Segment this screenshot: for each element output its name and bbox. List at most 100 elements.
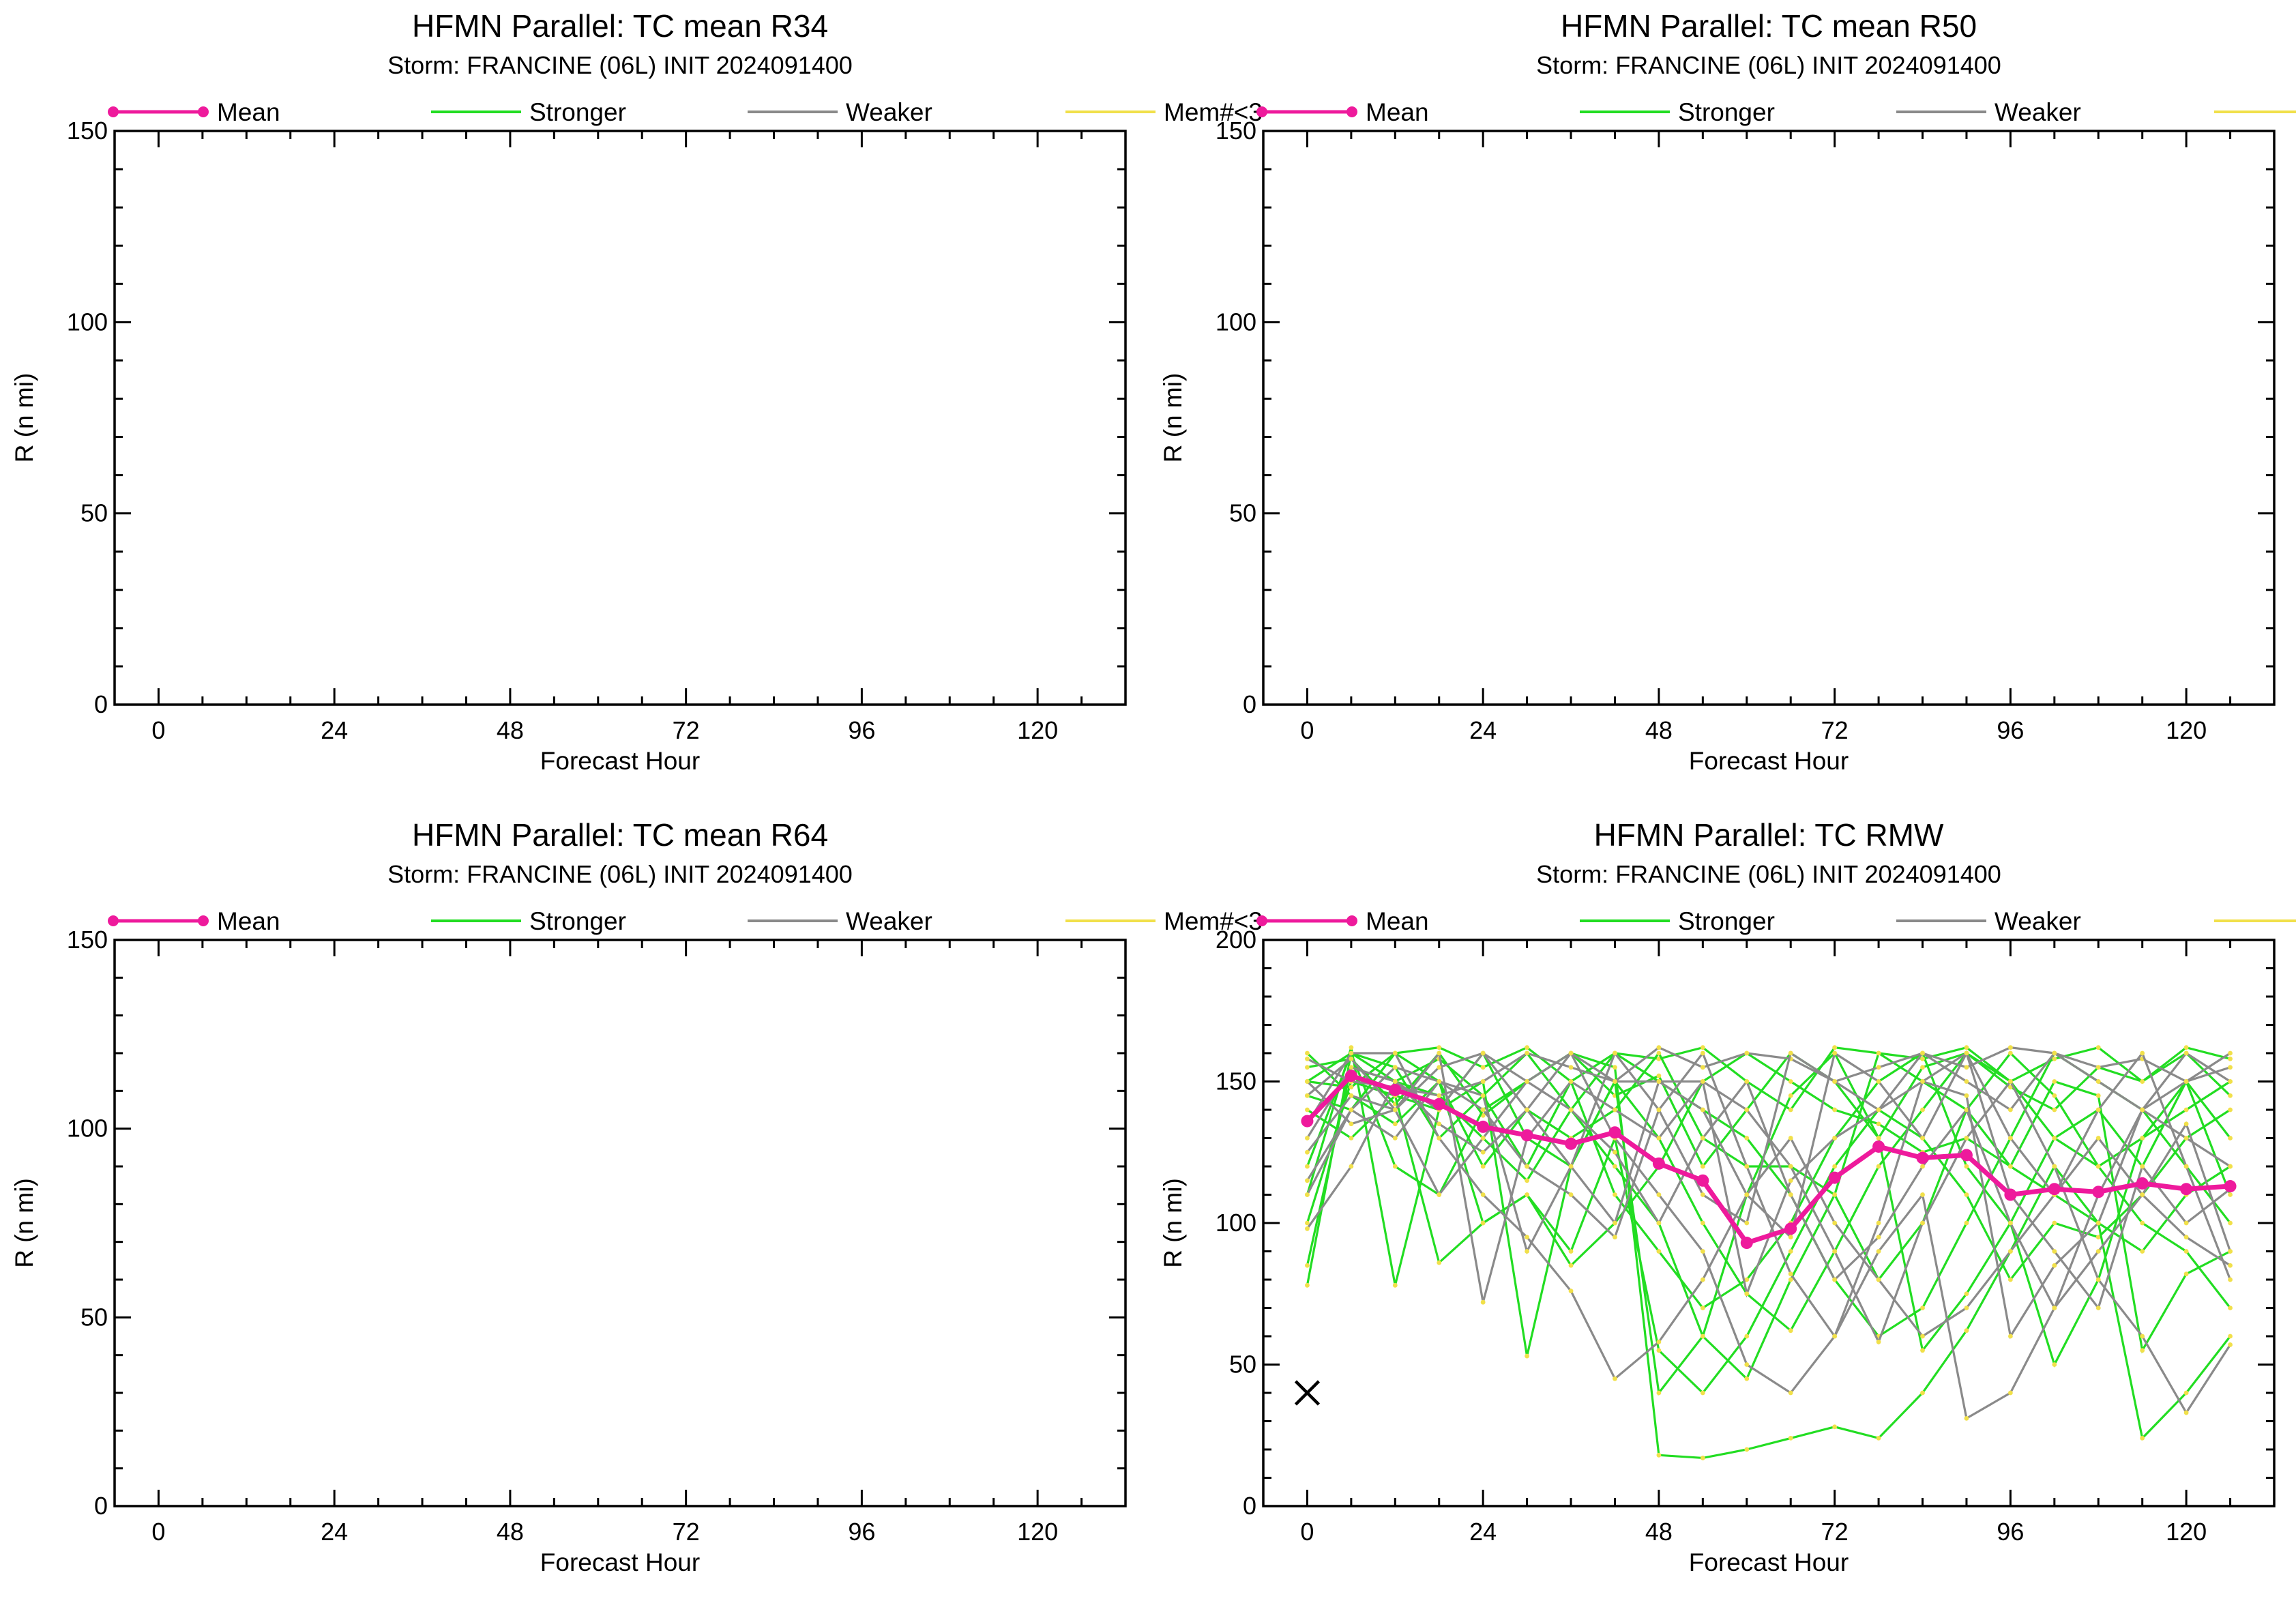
y-tick-label: 100 xyxy=(67,1115,108,1143)
x-tick-label: 24 xyxy=(321,716,348,744)
member-point xyxy=(1920,1065,1925,1070)
member-point xyxy=(1392,1107,1398,1113)
member-point xyxy=(2140,1136,2145,1140)
member-point xyxy=(1788,1249,1793,1254)
member-point xyxy=(1305,1050,1310,1056)
mean-point xyxy=(1520,1129,1533,1142)
member-point xyxy=(1964,1136,1969,1140)
member-point xyxy=(2007,1045,2013,1050)
member-point xyxy=(1480,1192,1486,1197)
member-point xyxy=(1437,1121,1442,1127)
member-point xyxy=(1480,1050,1486,1056)
member-point xyxy=(2007,1390,2013,1396)
x-axis-label: Forecast Hour xyxy=(540,1548,700,1576)
member-point xyxy=(2095,1277,2101,1282)
member-point xyxy=(1480,1164,1486,1169)
mean-point xyxy=(1389,1083,1402,1096)
chart-subtitle: Storm: FRANCINE (06L) INIT 2024091400 xyxy=(1536,51,2001,79)
member-point xyxy=(2095,1136,2101,1140)
member-point xyxy=(1920,1306,1925,1310)
member-point xyxy=(1788,1436,1793,1441)
member-point xyxy=(1832,1050,1838,1056)
x-tick-label: 72 xyxy=(673,1518,700,1546)
x-tick-label: 24 xyxy=(321,1518,348,1546)
x-axis-label: Forecast Hour xyxy=(1689,1548,1849,1576)
member-point xyxy=(1613,1192,1617,1197)
mean-line xyxy=(1305,1073,2231,1246)
x-axis-label: Forecast Hour xyxy=(540,747,700,775)
member-point xyxy=(1876,1436,1881,1441)
member-point xyxy=(1964,1164,1969,1169)
member-point xyxy=(2052,1093,2057,1098)
member-point xyxy=(1656,1136,1662,1140)
mean-point xyxy=(2004,1188,2017,1201)
plot-area xyxy=(1301,1045,2237,1460)
member-point xyxy=(1876,1107,1881,1113)
y-axis-label: R (n mi) xyxy=(10,1178,38,1268)
member-point xyxy=(1788,1328,1793,1334)
member-point xyxy=(1700,1065,1705,1070)
member-point xyxy=(2140,1220,2145,1226)
member-point xyxy=(1964,1328,1969,1334)
member-point xyxy=(1305,1093,1310,1098)
member-point xyxy=(1305,1056,1310,1061)
member-point xyxy=(1305,1149,1310,1155)
member-point xyxy=(2183,1164,2189,1169)
y-tick-label: 50 xyxy=(1229,1351,1256,1379)
legend-marker-start xyxy=(108,106,119,117)
member-point xyxy=(1832,1424,1838,1430)
x-tick-label: 96 xyxy=(1997,1518,2024,1546)
member-line-stronger-7 xyxy=(1306,1049,2231,1460)
member-point xyxy=(1964,1306,1969,1310)
member-point xyxy=(2228,1050,2233,1056)
member-point xyxy=(1613,1149,1617,1155)
member-point xyxy=(1788,1192,1793,1197)
member-point xyxy=(1656,1220,1662,1226)
member-point xyxy=(1832,1107,1838,1113)
mean-point xyxy=(1301,1115,1314,1128)
member-point xyxy=(1305,1178,1310,1183)
member-point xyxy=(1656,1107,1662,1113)
x-tick-label: 72 xyxy=(673,716,700,744)
member-point xyxy=(2052,1050,2057,1056)
legend-label-mean: Mean xyxy=(1366,98,1429,126)
member-point xyxy=(2095,1045,2101,1050)
member-point xyxy=(1613,1235,1617,1240)
member-point xyxy=(1788,1178,1793,1183)
x-tick-label: 96 xyxy=(1997,716,2024,744)
member-point xyxy=(2183,1107,2189,1113)
member-point xyxy=(1876,1065,1881,1070)
chart-title: HFMN Parallel: TC mean R64 xyxy=(412,817,828,853)
member-point xyxy=(1568,1249,1574,1254)
member-point xyxy=(1349,1085,1354,1090)
legend-marker-end xyxy=(198,106,209,117)
member-point xyxy=(1964,1065,1969,1070)
member-point xyxy=(1700,1220,1705,1226)
member-point xyxy=(1392,1065,1398,1070)
member-point xyxy=(1744,1334,1750,1339)
member-point xyxy=(2007,1164,2013,1169)
mean-point xyxy=(2180,1183,2193,1196)
mean-point xyxy=(1828,1171,1841,1184)
member-point xyxy=(1744,1192,1750,1197)
member-point xyxy=(1525,1178,1530,1183)
member-point xyxy=(2007,1050,2013,1056)
member-point xyxy=(1832,1079,1838,1084)
member-point xyxy=(2095,1079,2101,1084)
member-point xyxy=(1744,1277,1750,1282)
member-point xyxy=(2095,1164,2101,1169)
member-point xyxy=(2183,1050,2189,1056)
member-point xyxy=(1480,1136,1486,1140)
member-point xyxy=(1656,1045,1662,1050)
member-point xyxy=(1788,1271,1793,1277)
x-tick-label: 120 xyxy=(2166,716,2207,744)
member-point xyxy=(1700,1045,1705,1050)
member-point xyxy=(2228,1263,2233,1268)
mean-point xyxy=(1652,1157,1665,1170)
member-point xyxy=(1568,1289,1574,1293)
member-point xyxy=(1700,1079,1705,1084)
legend-label-members_lt3: Mem#<3 xyxy=(1164,98,1263,126)
member-point xyxy=(2228,1334,2233,1339)
member-point xyxy=(1920,1050,1925,1056)
x-tick-label: 0 xyxy=(1300,716,1314,744)
